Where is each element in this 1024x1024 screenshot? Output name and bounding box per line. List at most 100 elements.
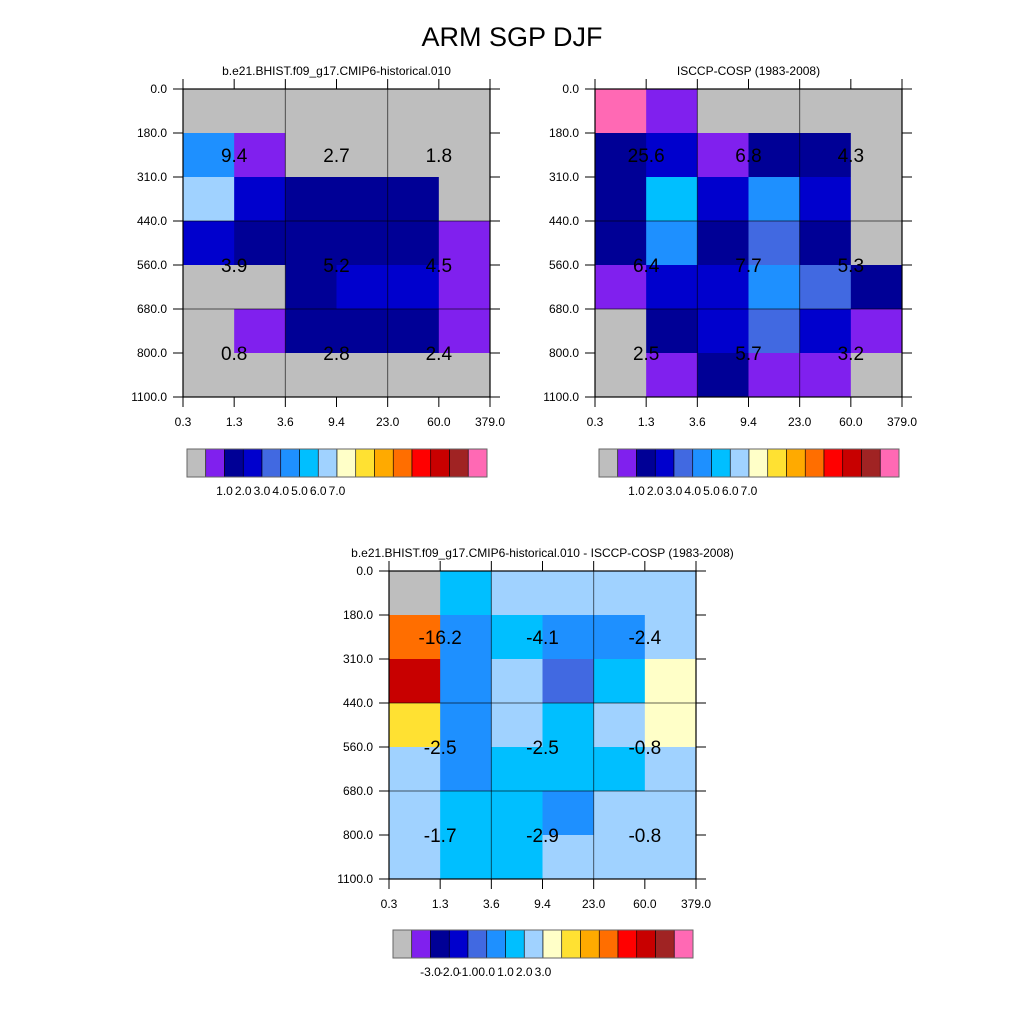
y-tick-label: 310.0	[343, 652, 373, 666]
heatmap-cell	[542, 747, 595, 792]
heatmap-cell	[799, 133, 852, 178]
cell-value-label: -4.1	[526, 628, 559, 649]
heatmap-cell	[438, 89, 491, 134]
heatmap-cell	[389, 703, 441, 748]
colorbar-box	[636, 448, 656, 478]
cell-value-label: 4.3	[838, 146, 864, 167]
colorbar-box	[505, 929, 525, 959]
colorbar-box	[692, 448, 712, 478]
heatmap-cell	[850, 177, 903, 222]
heatmap-cell	[646, 353, 698, 398]
colorbar-box	[748, 448, 769, 478]
y-tick-label: 800.0	[137, 346, 167, 360]
colorbar-label: 0.0	[478, 965, 495, 979]
heatmap-cell	[389, 747, 441, 792]
x-tick-label: 3.6	[689, 415, 706, 429]
heatmap-cell	[183, 221, 235, 266]
figure-title: ARM SGP DJF	[421, 22, 602, 52]
x-tick-label: 60.0	[427, 415, 451, 429]
y-tick-label: 310.0	[549, 170, 579, 184]
cell-value-label: 0.8	[221, 344, 247, 365]
heatmap-cell	[799, 221, 852, 266]
heatmap-cell	[646, 265, 698, 310]
heatmap-cell	[644, 747, 697, 792]
x-tick-label: 3.6	[483, 897, 500, 911]
colorbar-box	[449, 448, 469, 478]
colorbar-box	[542, 929, 563, 959]
heatmap-cell	[285, 89, 337, 134]
y-tick-label: 680.0	[137, 302, 167, 316]
heatmap-cell	[438, 177, 491, 222]
colorbar-label: 6.0	[310, 484, 327, 498]
heatmap-cell	[389, 791, 441, 836]
heatmap-cell	[183, 177, 235, 222]
heatmap-cell	[697, 133, 749, 178]
heatmap-cell	[285, 265, 337, 310]
heatmap-cell	[644, 659, 697, 704]
heatmap-cell	[644, 571, 697, 616]
heatmap-cell	[440, 747, 492, 792]
colorbar-label: 6.0	[722, 484, 739, 498]
heatmap-cell	[595, 265, 647, 310]
x-tick-label: 379.0	[681, 897, 711, 911]
heatmap-cell	[697, 89, 749, 134]
panel-title: b.e21.BHIST.f09_g17.CMIP6-historical.010…	[351, 546, 734, 560]
colorbar-box	[673, 929, 694, 959]
cell-value-label: 7.7	[735, 256, 761, 277]
heatmap-cell	[387, 89, 440, 134]
y-tick-label: 800.0	[343, 828, 373, 842]
heatmap-cell	[387, 177, 440, 222]
heatmap-cell	[850, 133, 903, 178]
y-tick-label: 0.0	[562, 82, 579, 96]
heatmap-cell	[491, 659, 543, 704]
colorbar-box	[448, 929, 469, 959]
heatmap-cell	[595, 177, 647, 222]
panel-1: b.e21.BHIST.f09_g17.CMIP6-historical.010…	[131, 64, 505, 498]
panel-title: ISCCP-COSP (1983-2008)	[677, 64, 820, 78]
heatmap-cell	[646, 133, 698, 178]
heatmap-cell	[440, 835, 492, 880]
cell-value-label: 5.7	[735, 344, 761, 365]
cell-value-label: 4.5	[426, 256, 452, 277]
heatmap-cell	[748, 221, 801, 266]
y-tick-label: 560.0	[343, 740, 373, 754]
heatmap-cell	[595, 221, 647, 266]
heatmap-cell	[644, 835, 697, 880]
heatmap-cell	[697, 353, 749, 398]
heatmap-cell	[183, 309, 235, 354]
heatmap-cell	[593, 835, 646, 880]
heatmap-cell	[593, 791, 646, 836]
heatmap-cell	[697, 221, 749, 266]
heatmap-cell	[440, 659, 492, 704]
heatmap-cell	[542, 835, 595, 880]
colorbar-box	[486, 929, 506, 959]
heatmap-cell	[593, 615, 646, 660]
heatmap-cell	[799, 177, 852, 222]
colorbar-label: 2.0	[516, 965, 533, 979]
cell-value-label: -2.5	[424, 738, 457, 759]
heatmap-cell	[646, 89, 698, 134]
heatmap-cell	[183, 89, 235, 134]
cell-value-label: 5.2	[323, 256, 349, 277]
colorbar-box	[186, 448, 207, 478]
heatmap-cell	[234, 309, 286, 354]
heatmap-cell	[593, 703, 646, 748]
colorbar-box	[861, 448, 881, 478]
heatmap-cell	[387, 309, 440, 354]
heatmap-cell	[542, 615, 595, 660]
heatmap-cell	[389, 835, 441, 880]
colorbar-label: 7.0	[329, 484, 346, 498]
x-tick-label: 0.3	[587, 415, 604, 429]
heatmap-cell	[799, 353, 852, 398]
heatmap-cell	[491, 703, 543, 748]
heatmap-cell	[336, 353, 389, 398]
heatmap-cell	[336, 89, 389, 134]
colorbar-box	[655, 929, 675, 959]
y-tick-label: 560.0	[137, 258, 167, 272]
panel-title: b.e21.BHIST.f09_g17.CMIP6-historical.010	[222, 64, 451, 78]
heatmap-cell	[646, 221, 698, 266]
x-tick-label: 23.0	[788, 415, 812, 429]
colorbar-label: 3.0	[535, 965, 552, 979]
heatmap-cell	[491, 571, 543, 616]
